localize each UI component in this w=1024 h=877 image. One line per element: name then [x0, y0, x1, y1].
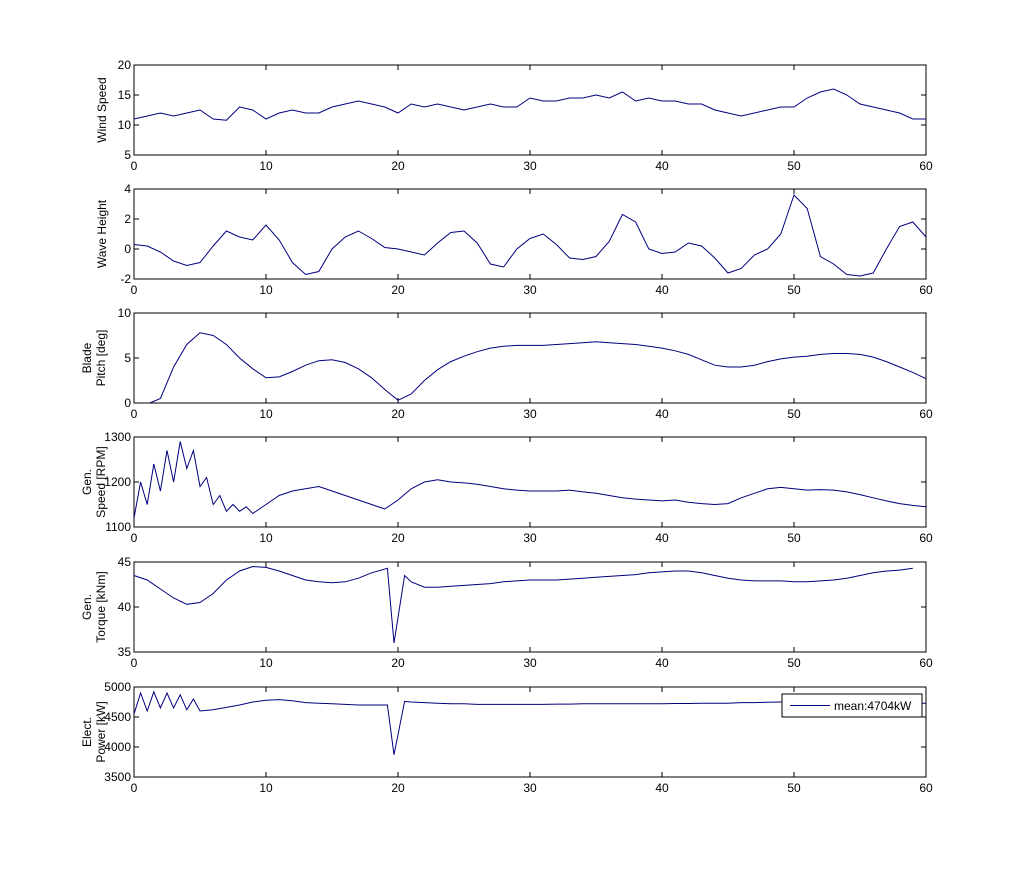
y-tick-label: 15 [118, 88, 132, 102]
x-tick-label: 30 [523, 531, 537, 545]
x-tick-label: 0 [131, 656, 138, 670]
x-tick-label: 10 [259, 407, 273, 421]
legend: mean:4704kW [781, 693, 923, 718]
x-tick-label: 10 [259, 781, 273, 795]
x-tick-label: 50 [787, 656, 801, 670]
y-tick-label: 3500 [104, 770, 131, 784]
x-tick-label: 40 [655, 283, 669, 297]
x-tick-label: 40 [655, 407, 669, 421]
x-tick-label: 10 [259, 656, 273, 670]
x-tick-label: 50 [787, 531, 801, 545]
legend-label: mean:4704kW [834, 699, 912, 713]
x-tick-label: 60 [919, 159, 933, 173]
x-tick-label: 0 [131, 283, 138, 297]
y-axis-label: Power [kW] [94, 701, 108, 762]
y-axis-label: Wave Height [95, 199, 109, 268]
x-tick-label: 30 [523, 159, 537, 173]
x-tick-label: 0 [131, 781, 138, 795]
y-axis-label: Elect. [80, 717, 94, 747]
axes-box [133, 64, 927, 156]
axes-box [133, 188, 927, 280]
y-axis-label: Speed [RPM] [94, 446, 108, 517]
y-tick-label: 1100 [105, 520, 131, 534]
x-tick-label: 20 [391, 407, 405, 421]
x-tick-label: 30 [523, 656, 537, 670]
x-tick-label: 60 [919, 656, 933, 670]
x-tick-label: 60 [919, 781, 933, 795]
x-tick-label: 20 [391, 781, 405, 795]
y-tick-label: 45 [118, 555, 132, 569]
y-tick-label: 5 [124, 351, 131, 365]
y-axis-label: Gen. [80, 594, 94, 620]
y-tick-label: 5000 [104, 680, 131, 694]
series-line [133, 441, 927, 519]
x-tick-label: 60 [919, 531, 933, 545]
series-line [133, 88, 926, 121]
y-axis-label: Torque [kNm] [94, 571, 108, 642]
y-axis-label: Wind Speed [95, 77, 109, 142]
x-tick-label: 60 [919, 407, 933, 421]
x-tick-label: 0 [131, 407, 138, 421]
x-tick-label: 10 [259, 283, 273, 297]
x-tick-label: 30 [523, 407, 537, 421]
x-tick-label: 60 [919, 283, 933, 297]
y-tick-label: 2 [124, 212, 131, 226]
series-line [149, 332, 927, 404]
axes-box [133, 561, 927, 653]
y-tick-label: 5 [124, 148, 131, 162]
x-tick-label: 50 [787, 407, 801, 421]
x-tick-label: 50 [787, 159, 801, 173]
y-tick-label: 4 [124, 182, 131, 196]
y-tick-label: 0 [124, 396, 131, 410]
x-tick-label: 50 [787, 781, 801, 795]
x-tick-label: 30 [523, 781, 537, 795]
x-tick-label: 20 [391, 656, 405, 670]
y-axis-label: Gen. [80, 469, 94, 495]
x-tick-label: 0 [131, 159, 138, 173]
x-tick-label: 40 [655, 159, 669, 173]
y-tick-label: 4500 [104, 710, 131, 724]
x-tick-label: 40 [655, 781, 669, 795]
series-line [133, 194, 927, 277]
y-tick-label: 0 [124, 242, 131, 256]
series-line [133, 690, 926, 755]
x-tick-label: 30 [523, 283, 537, 297]
x-tick-label: 10 [259, 159, 273, 173]
x-tick-label: 20 [391, 283, 405, 297]
y-tick-label: -2 [120, 272, 131, 286]
y-tick-label: 20 [118, 58, 132, 72]
y-tick-label: 10 [118, 118, 132, 132]
x-tick-label: 40 [655, 531, 669, 545]
y-tick-label: 10 [118, 306, 132, 320]
x-tick-label: 20 [391, 159, 405, 173]
y-tick-label: 35 [118, 645, 132, 659]
y-axis-label: Blade [80, 342, 94, 373]
subplot-5: 0 10 20 30 40 50 60 35 40 45 Gen. Torque [kNm] [80, 555, 933, 670]
y-axis-label: Pitch [deg] [94, 330, 108, 387]
x-tick-label: 10 [259, 531, 273, 545]
x-tick-label: 50 [787, 283, 801, 297]
subplot-1: 0 10 20 30 40 50 60 5 10 15 20 Wind Speed [95, 58, 933, 173]
x-tick-label: 20 [391, 531, 405, 545]
axes-box [133, 312, 927, 404]
y-tick-label: 4000 [104, 740, 131, 754]
y-tick-label: 40 [118, 600, 132, 614]
legend-box [781, 693, 923, 718]
y-tick-label: 1300 [104, 430, 131, 444]
subplot-4: 0 10 20 30 40 50 60 1100 1200 1300 Gen. Speed [RPM] [80, 430, 933, 545]
x-tick-label: 40 [655, 656, 669, 670]
subplot-6: 0 10 20 30 40 50 60 3500 4000 4500 5000 Elect. Power… [80, 680, 933, 795]
y-tick-label: 1200 [104, 475, 131, 489]
series-line [133, 565, 913, 644]
x-tick-label: 0 [131, 531, 138, 545]
subplot-3: 0 10 20 30 40 50 60 0 5 10 Blade Pitch [deg] [80, 306, 933, 421]
